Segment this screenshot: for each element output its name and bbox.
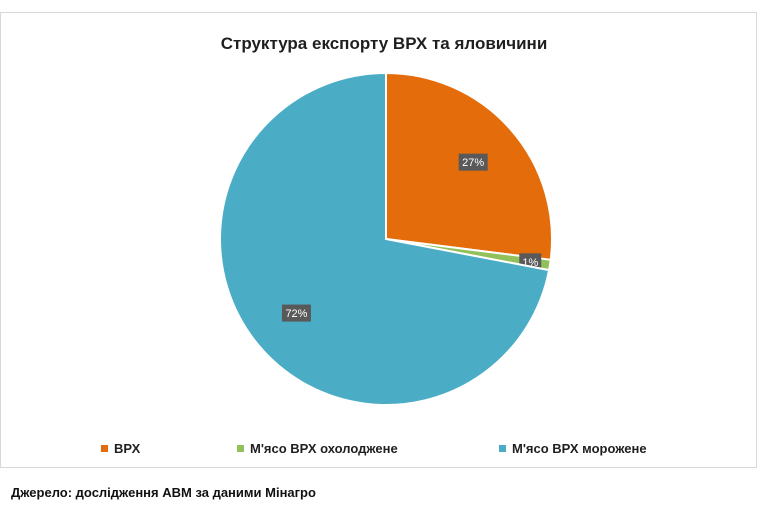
legend-swatch-vrh xyxy=(101,445,108,452)
legend-label-frozen: М'ясо ВРХ морожене xyxy=(512,441,647,456)
source-note: Джерело: дослідження АВМ за даними Мінаг… xyxy=(11,485,316,500)
legend-item-vrh: ВРХ xyxy=(101,441,140,456)
pie-slice-frozen xyxy=(219,71,551,406)
legend-label-chilled: М'ясо ВРХ охолоджене xyxy=(250,441,398,456)
data-label-vrh: 27% xyxy=(458,153,488,171)
data-label-text-vrh: 27% xyxy=(462,157,484,169)
data-label-box-frozen xyxy=(281,304,311,322)
chart-legend: ВРХ М'ясо ВРХ охолоджене М'ясо ВРХ морож… xyxy=(0,441,768,461)
data-label-text-frozen: 72% xyxy=(285,308,307,320)
legend-label-vrh: ВРХ xyxy=(114,441,141,456)
legend-swatch-chilled xyxy=(237,445,244,452)
chart-title: Структура експорту ВРХ та яловичини xyxy=(220,34,548,53)
legend-swatch-frozen xyxy=(499,445,506,452)
data-label-frozen: 72% xyxy=(281,304,311,322)
legend-item-chilled: М'ясо ВРХ охолоджене xyxy=(237,441,398,456)
legend-item-frozen: М'ясо ВРХ морожене xyxy=(499,441,647,456)
data-label-box-vrh xyxy=(458,153,488,171)
